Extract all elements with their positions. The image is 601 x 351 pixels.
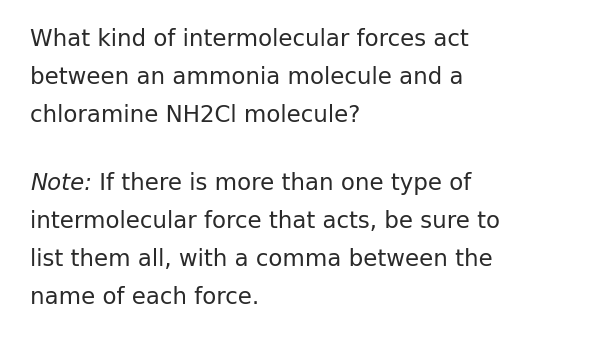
Text: list them all, with a comma between the: list them all, with a comma between the (30, 248, 493, 271)
Text: What kind of intermolecular forces act: What kind of intermolecular forces act (30, 28, 469, 51)
Text: name of each force.: name of each force. (30, 286, 259, 309)
Text: chloramine NH2Cl molecule?: chloramine NH2Cl molecule? (30, 104, 361, 127)
Text: Note:: Note: (30, 172, 92, 195)
Text: If there is more than one type of: If there is more than one type of (92, 172, 471, 195)
Text: between an ammonia molecule and a: between an ammonia molecule and a (30, 66, 463, 89)
Text: intermolecular force that acts, be sure to: intermolecular force that acts, be sure … (30, 210, 500, 233)
